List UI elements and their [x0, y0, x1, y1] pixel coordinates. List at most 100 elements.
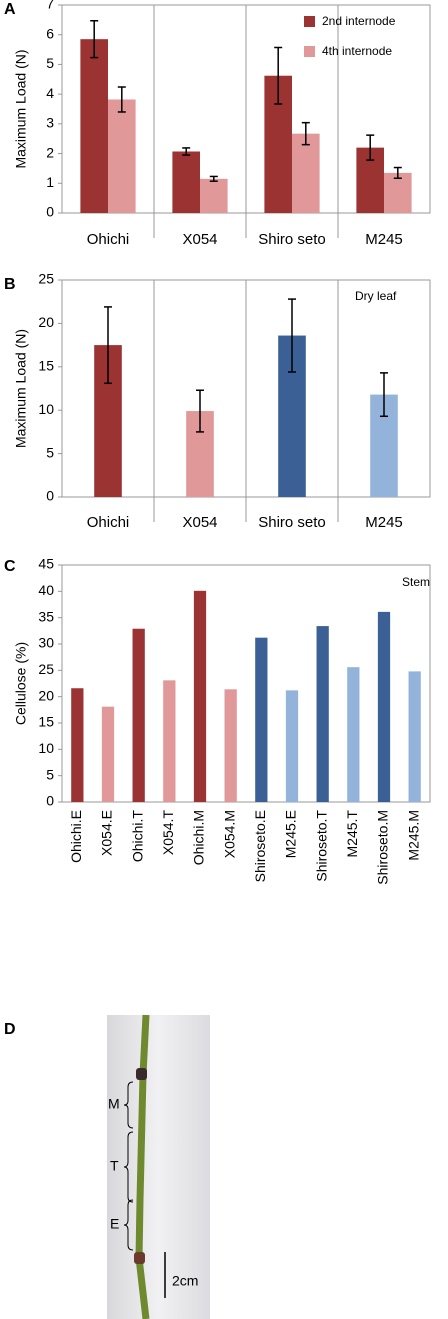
- error-bar: [104, 306, 112, 385]
- y-tick-label: 6: [46, 25, 54, 41]
- error-bar: [366, 134, 375, 161]
- plot-frame: [61, 564, 431, 803]
- bar: [255, 637, 268, 802]
- x-tick-label: X054.M: [221, 810, 237, 858]
- y-tick-label: 5: [46, 444, 54, 460]
- scale-label: 2cm: [172, 1273, 198, 1289]
- bar: [101, 706, 115, 802]
- y-axis-label: Maximum Load (N): [13, 49, 29, 168]
- bar: [108, 99, 136, 213]
- brace: [123, 1081, 134, 1129]
- x-tick-label: Ohichi.T: [129, 810, 145, 863]
- x-tick-label: Ohichi.E: [68, 810, 84, 863]
- x-tick-label: X054.T: [160, 810, 176, 856]
- y-tick-label: 40: [38, 582, 54, 598]
- error-bar: [209, 175, 218, 182]
- x-tick-label: M245: [365, 514, 403, 531]
- x-tick-label: X054.E: [99, 810, 115, 856]
- panel-label: C: [4, 558, 16, 575]
- error-bar: [274, 46, 283, 105]
- bar: [200, 178, 228, 213]
- y-tick-label: 5: [46, 766, 54, 782]
- x-tick-label: M245.T: [344, 810, 360, 858]
- x-tick-label: X054: [182, 231, 217, 248]
- bar: [292, 133, 320, 213]
- y-tick-label: 45: [38, 556, 54, 572]
- x-tick-label: Shiro seto: [258, 231, 326, 248]
- x-tick-label: Ohichi: [87, 514, 130, 531]
- y-tick-label: 25: [38, 661, 54, 677]
- bar: [71, 688, 84, 802]
- error-bar: [301, 121, 310, 146]
- panel-label: D: [4, 1021, 16, 1038]
- y-tick-label: 10: [38, 401, 54, 417]
- y-tick-label: 20: [38, 687, 54, 703]
- error-bar: [117, 86, 126, 113]
- legend-label: 4th internode: [322, 44, 392, 58]
- y-tick-label: 20: [38, 314, 54, 330]
- node: [134, 1252, 145, 1264]
- node: [136, 1068, 147, 1080]
- legend-swatch: [304, 46, 315, 57]
- y-tick-label: 10: [38, 740, 54, 756]
- x-tick-label: Shiro seto: [258, 514, 326, 531]
- x-tick-label: M245.E: [283, 810, 299, 858]
- error-bar: [90, 19, 99, 59]
- y-axis-label: Cellulose (%): [13, 642, 29, 725]
- legend-label: 2nd internode: [322, 14, 396, 28]
- panel-label: B: [4, 276, 16, 293]
- region-label: T: [110, 1158, 119, 1174]
- brace: [123, 1131, 134, 1203]
- bar: [285, 690, 299, 802]
- photo-panel: D M T E 2cm: [4, 1014, 210, 1319]
- bar: [408, 671, 421, 802]
- y-tick-label: 2: [46, 144, 54, 160]
- bar: [193, 590, 207, 802]
- brace: [123, 1199, 134, 1251]
- bar: [80, 39, 108, 213]
- x-tick-label: M245.M: [405, 810, 421, 861]
- annotation: Dry leaf: [355, 289, 397, 303]
- bar: [224, 689, 237, 802]
- x-tick-label: X054: [182, 514, 217, 531]
- annotation: Stem: [402, 575, 430, 589]
- bar: [172, 151, 200, 213]
- x-tick-label: Shiroseto.E: [252, 810, 268, 882]
- y-axis-label: Maximum Load (N): [13, 329, 29, 448]
- y-tick-label: 4: [46, 85, 54, 101]
- panel-label: A: [4, 1, 16, 18]
- bar: [377, 611, 391, 802]
- stem: [135, 1014, 150, 1319]
- y-tick-label: 1: [46, 174, 54, 190]
- region-label: M: [108, 1096, 120, 1112]
- x-tick-label: M245: [365, 231, 403, 248]
- error-bar: [182, 147, 191, 156]
- region-label: E: [110, 1216, 119, 1232]
- error-bar: [288, 298, 296, 373]
- bar: [163, 680, 176, 802]
- bar: [132, 628, 145, 802]
- y-tick-label: 5: [46, 55, 54, 71]
- x-tick-label: Ohichi: [87, 231, 130, 248]
- y-tick-label: 30: [38, 635, 54, 651]
- y-tick-label: 35: [38, 608, 54, 624]
- y-tick-label: 15: [38, 358, 54, 374]
- y-tick-label: 15: [38, 714, 54, 730]
- bar: [347, 667, 360, 802]
- y-tick-label: 25: [38, 271, 54, 287]
- bar: [384, 172, 412, 213]
- y-tick-label: 0: [46, 204, 54, 220]
- x-tick-label: Shiroseto.T: [313, 810, 329, 882]
- y-tick-label: 0: [46, 488, 54, 504]
- error-bar: [393, 166, 402, 179]
- y-tick-label: 3: [46, 115, 54, 131]
- bar: [316, 626, 329, 802]
- legend-swatch: [304, 16, 315, 27]
- y-tick-label: 0: [46, 793, 54, 809]
- x-tick-label: Shiroseto.M: [375, 810, 391, 885]
- x-tick-label: Ohichi.M: [191, 810, 207, 865]
- error-bar: [196, 389, 204, 433]
- error-bar: [380, 372, 388, 418]
- y-tick-label: 7: [46, 0, 54, 12]
